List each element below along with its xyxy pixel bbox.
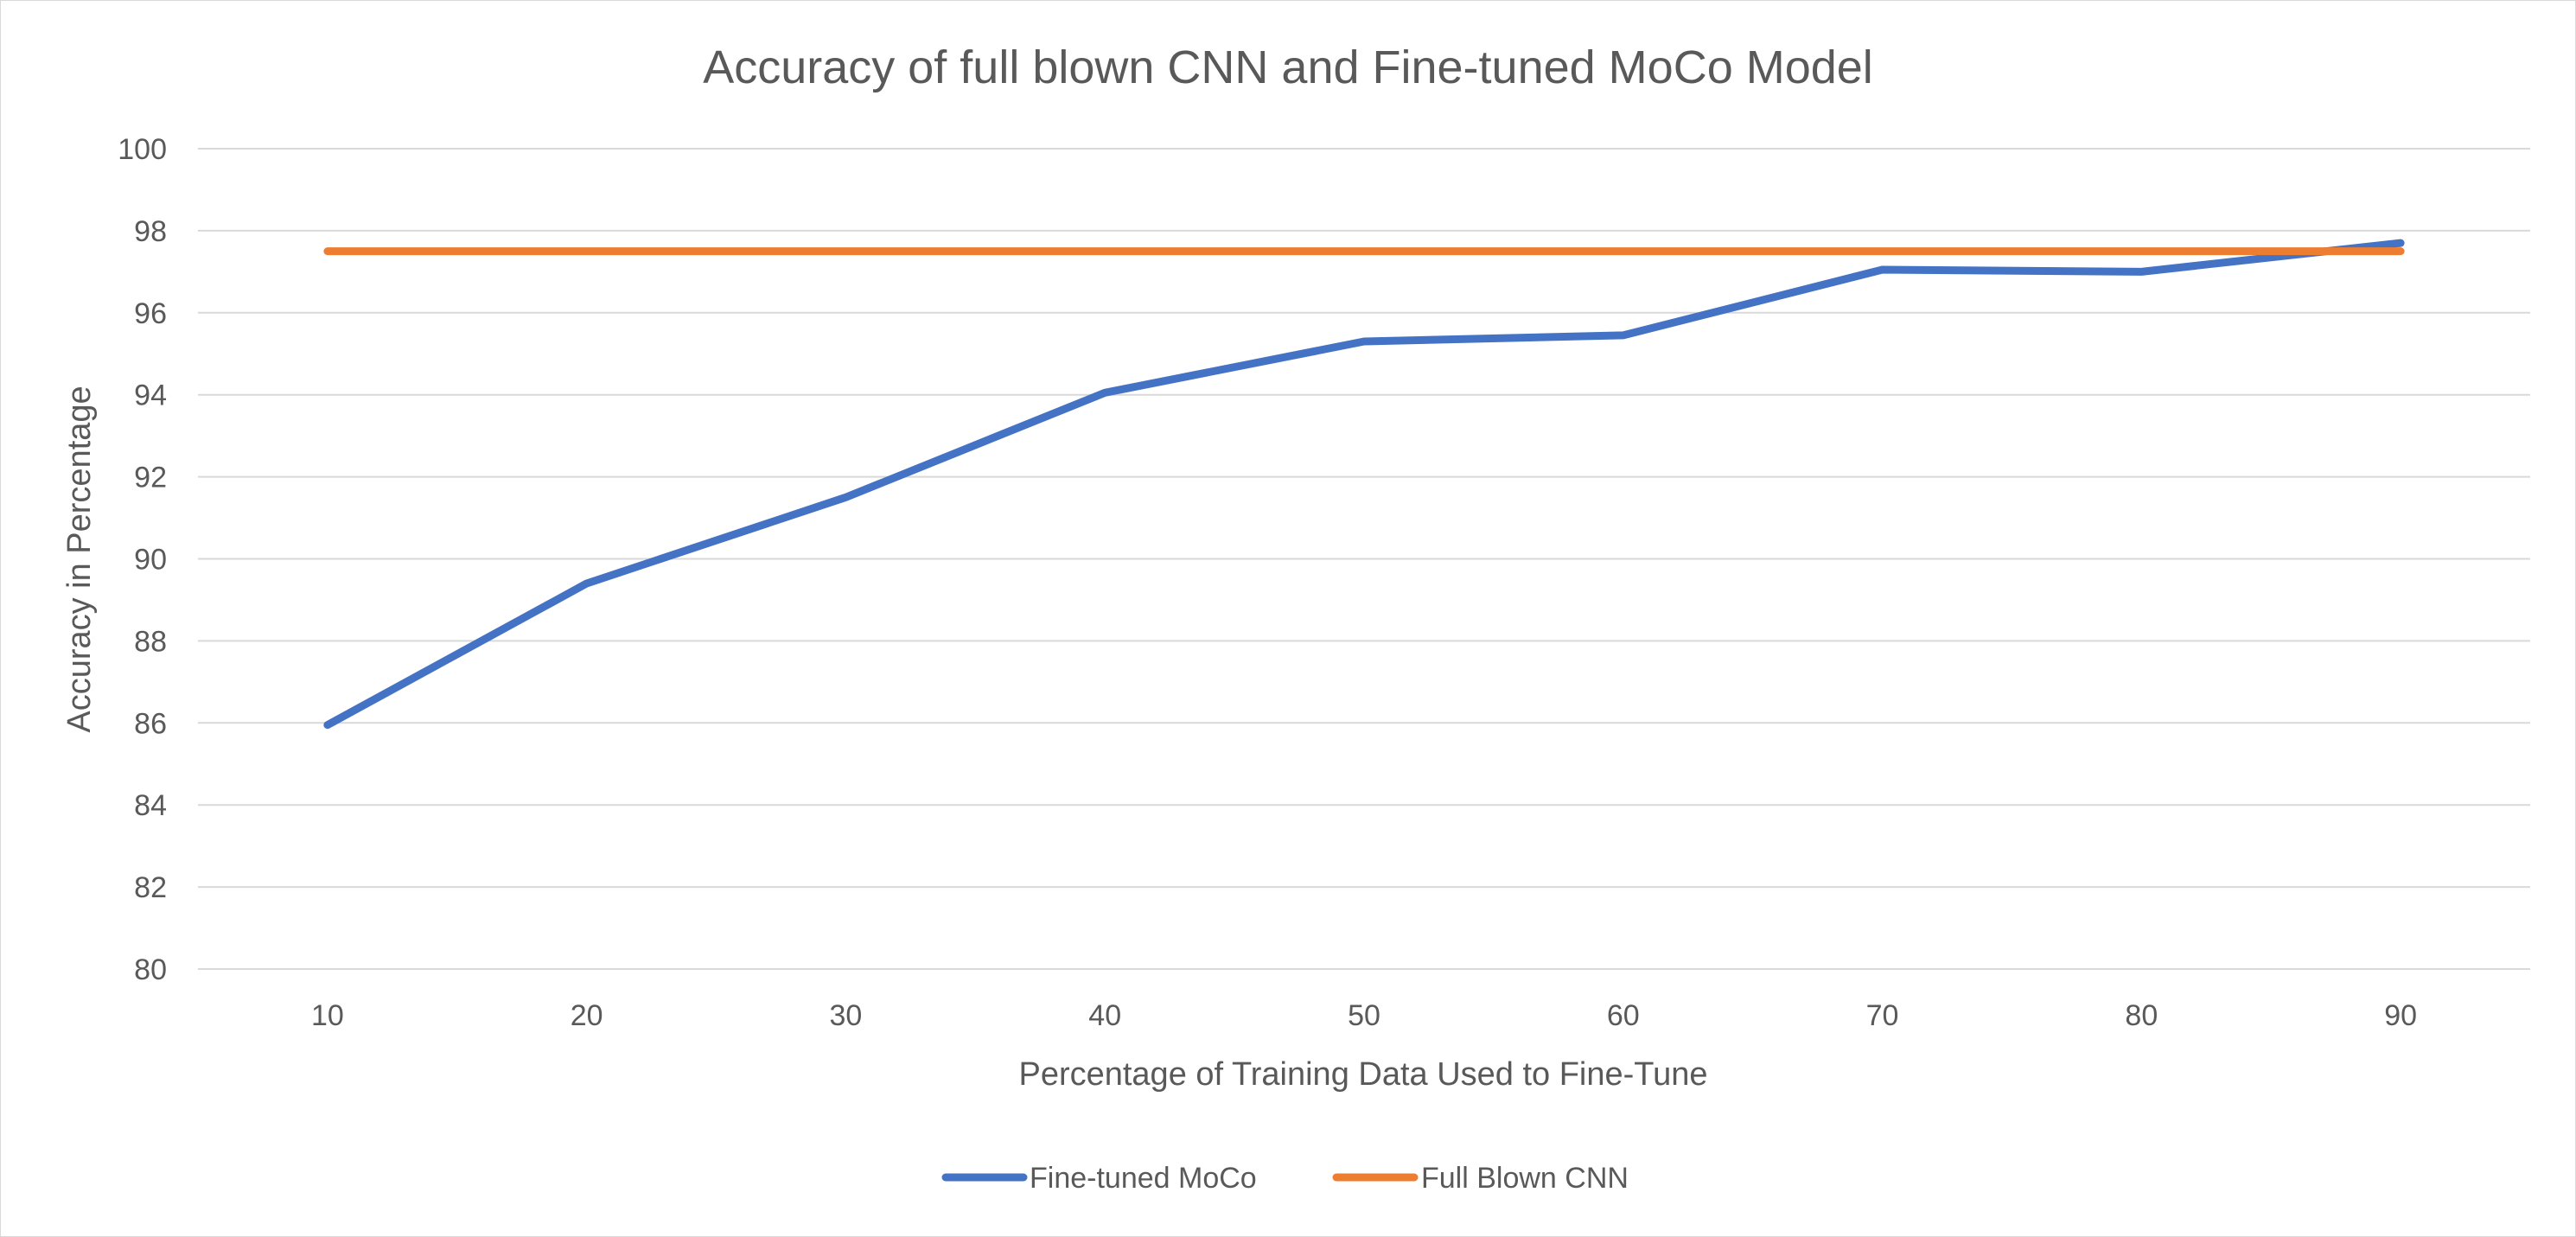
y-tick-label: 90 [134,544,167,577]
x-axis-title: Percentage of Training Data Used to Fine… [1018,1056,1707,1093]
gridlines [198,148,2530,970]
legend-label-1: Full Blown CNN [1421,1162,1629,1195]
x-tick-label: 20 [571,999,603,1032]
y-tick-label: 92 [134,462,167,494]
x-tick-label: 60 [1607,999,1640,1032]
x-tick-label: 10 [311,999,344,1032]
y-tick-label: 98 [134,215,167,248]
y-tick-label: 82 [134,871,167,904]
chart-title: Accuracy of full blown CNN and Fine-tune… [703,41,1873,93]
x-tick-label: 70 [1866,999,1899,1032]
y-tick-label: 86 [134,707,167,740]
x-tick-label: 80 [2125,999,2158,1032]
legend-label-0: Fine-tuned MoCo [1030,1162,1257,1195]
x-tick-label: 30 [830,999,863,1032]
y-tick-label: 88 [134,625,167,658]
y-axis-ticks: 80 82 84 86 88 90 92 94 96 98 100 [118,133,167,986]
x-axis-ticks: 10 20 30 40 50 60 70 80 90 [311,999,2417,1032]
series-lines [323,239,2405,730]
y-tick-label: 94 [134,379,167,412]
y-tick-label: 80 [134,953,167,986]
legend: Fine-tuned MoCo Full Blown CNN [941,1162,1629,1195]
y-tick-label: 96 [134,297,167,330]
x-tick-label: 90 [2384,999,2417,1032]
series-line-0 [323,239,2405,730]
x-tick-label: 50 [1348,999,1380,1032]
y-tick-label: 100 [118,133,167,166]
y-axis-title: Accuracy in Percentage [61,386,98,732]
y-tick-label: 84 [134,789,167,822]
x-tick-label: 40 [1088,999,1121,1032]
